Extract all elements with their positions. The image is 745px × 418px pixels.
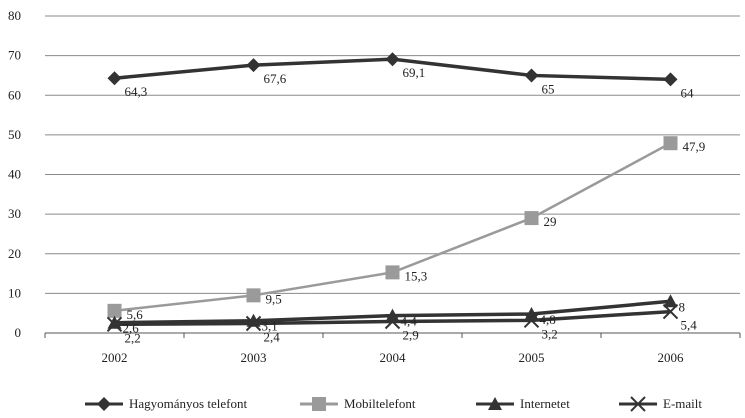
x-tick-label: 2002 bbox=[102, 350, 128, 365]
marker-stroke bbox=[106, 316, 123, 332]
x-tick-label: 2006 bbox=[658, 350, 685, 365]
data-label: 2,9 bbox=[403, 328, 419, 343]
data-label: 2,4 bbox=[264, 329, 281, 344]
data-point bbox=[106, 316, 123, 332]
data-label: 2,2 bbox=[125, 330, 141, 345]
data-label: 64 bbox=[681, 85, 695, 100]
data-label: 4,4 bbox=[401, 314, 418, 329]
y-tick-label: 70 bbox=[8, 48, 21, 63]
data-label: 65 bbox=[542, 81, 555, 96]
y-tick-label: 10 bbox=[8, 285, 21, 300]
legend-marker bbox=[630, 396, 646, 412]
marker-stroke bbox=[630, 396, 646, 412]
data-label: 2,6 bbox=[123, 321, 140, 336]
data-label: 5,6 bbox=[127, 307, 144, 322]
data-point bbox=[663, 294, 678, 308]
data-label: 67,6 bbox=[264, 71, 287, 86]
data-point bbox=[385, 265, 400, 280]
data-point bbox=[245, 315, 262, 332]
marker-stroke bbox=[662, 303, 679, 320]
data-label: 64,3 bbox=[125, 84, 148, 99]
y-tick-label: 50 bbox=[8, 127, 21, 142]
data-label: 9,5 bbox=[266, 291, 282, 306]
data-label: 3,1 bbox=[262, 319, 278, 334]
data-label: 8 bbox=[679, 299, 686, 314]
marker-stroke bbox=[245, 315, 262, 332]
data-point bbox=[107, 303, 122, 318]
legend-marker bbox=[312, 397, 326, 411]
y-tick-label: 80 bbox=[8, 8, 21, 23]
data-point bbox=[384, 313, 401, 330]
x-tick-label: 2004 bbox=[380, 350, 407, 365]
data-point bbox=[523, 312, 540, 329]
data-label: 47,9 bbox=[683, 139, 706, 154]
data-point bbox=[663, 72, 678, 87]
marker-stroke bbox=[384, 313, 401, 330]
data-point bbox=[663, 136, 678, 151]
x-tick-label: 2005 bbox=[519, 350, 545, 365]
data-point bbox=[107, 71, 122, 86]
marker-stroke bbox=[523, 312, 540, 329]
data-label: 15,3 bbox=[405, 268, 428, 283]
y-tick-label: 0 bbox=[15, 325, 22, 340]
data-label: 5,4 bbox=[681, 318, 698, 333]
data-point bbox=[246, 58, 261, 73]
data-point bbox=[662, 303, 679, 320]
legend-label: Mobiltelefont bbox=[344, 396, 416, 411]
y-tick-label: 30 bbox=[8, 206, 21, 221]
series-line-1 bbox=[114, 142, 672, 313]
data-point bbox=[107, 315, 122, 329]
data-point bbox=[246, 313, 261, 327]
y-tick-label: 20 bbox=[8, 246, 21, 261]
data-label: 29 bbox=[544, 214, 557, 229]
legend-marker bbox=[488, 397, 502, 410]
legend-label: Internetet bbox=[520, 396, 570, 411]
data-label: 4,8 bbox=[540, 312, 556, 327]
data-point bbox=[385, 52, 400, 67]
data-label: 69,1 bbox=[403, 65, 426, 80]
data-point bbox=[246, 288, 261, 303]
legend-marker bbox=[97, 397, 111, 411]
y-tick-label: 40 bbox=[8, 167, 21, 182]
legend-label: Hagyományos telefont bbox=[129, 396, 247, 411]
y-tick-label: 60 bbox=[8, 87, 21, 102]
data-point bbox=[524, 211, 539, 226]
legend-label: E-mailt bbox=[663, 396, 702, 411]
x-tick-label: 2003 bbox=[241, 350, 267, 365]
data-label: 3,2 bbox=[542, 326, 558, 341]
data-point bbox=[524, 68, 539, 83]
